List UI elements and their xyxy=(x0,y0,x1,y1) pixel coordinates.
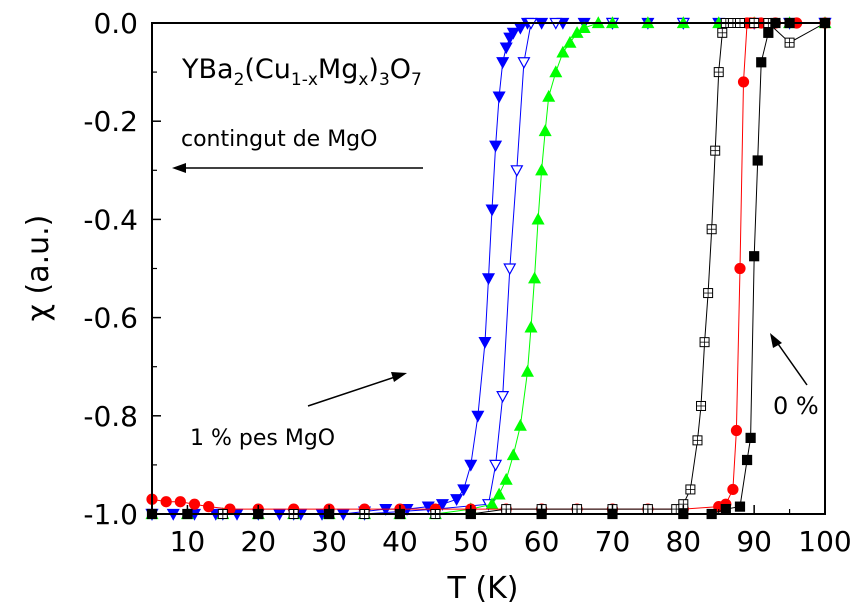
data-point xyxy=(489,459,503,472)
data-point xyxy=(699,337,710,348)
data-point xyxy=(471,410,485,423)
data-point xyxy=(496,57,510,70)
data-point xyxy=(784,37,795,48)
formula-annotation: YBa2(Cu1-xMgx)3O7 xyxy=(181,54,422,90)
x-tick-label: 30 xyxy=(311,525,347,558)
data-point xyxy=(696,400,707,411)
x-tick-label: 40 xyxy=(382,525,418,558)
y-tick-label: -0.6 xyxy=(83,302,138,335)
ticks-layer: 10 20 30 40 50 60 70 80 90 100 0.0 -0.2 -0.4 -0.6 -0.8… xyxy=(83,7,851,558)
x-tick-label: 90 xyxy=(736,525,772,558)
x-tick-label: 70 xyxy=(595,525,631,558)
data-point xyxy=(188,498,201,510)
data-point xyxy=(496,391,510,403)
x-tick-label: 50 xyxy=(453,525,489,558)
data-point xyxy=(499,472,513,485)
zero-annotation: 0 % xyxy=(773,392,819,420)
data-point xyxy=(763,27,774,38)
data-point xyxy=(499,42,513,55)
data-point xyxy=(737,76,750,88)
data-point xyxy=(531,212,545,225)
y-tick-label: -0.8 xyxy=(83,400,138,433)
data-point xyxy=(538,124,552,137)
data-point xyxy=(517,57,531,70)
x-tick-label: 10 xyxy=(170,525,206,558)
y-tick-label: -0.4 xyxy=(83,203,138,236)
data-point xyxy=(720,503,731,515)
data-point xyxy=(542,89,556,102)
data-point xyxy=(457,484,471,497)
data-point xyxy=(506,27,520,40)
data-point xyxy=(730,424,743,437)
x-tick-label: 20 xyxy=(240,525,276,558)
formula-part: Mg xyxy=(318,54,358,85)
y-tick-label: -0.2 xyxy=(83,105,138,138)
formula-part: (Cu xyxy=(244,54,291,85)
data-point xyxy=(577,21,591,34)
formula-subscript: x xyxy=(358,70,368,90)
formula-part: O xyxy=(390,54,411,85)
content-annotation: contingut de MgO xyxy=(181,127,377,152)
data-point xyxy=(506,448,520,461)
data-point xyxy=(524,320,538,333)
data-point xyxy=(749,251,760,262)
data-point xyxy=(717,27,728,38)
data-point xyxy=(734,501,746,512)
data-point xyxy=(450,494,464,507)
data-point xyxy=(556,45,570,58)
left-arrow xyxy=(172,163,423,173)
data-point xyxy=(727,483,739,496)
weight-annotation: 1 % pes MgO xyxy=(190,426,335,451)
formula-subscript: 3 xyxy=(379,70,390,90)
up-right-arrow xyxy=(307,372,407,407)
x-tick-label: 60 xyxy=(524,525,560,558)
data-point xyxy=(741,454,753,466)
x-axis-title: T (K) xyxy=(447,571,519,606)
data-point xyxy=(478,337,492,349)
data-point xyxy=(513,418,527,431)
formula-subscript: 2 xyxy=(234,70,245,90)
data-point xyxy=(503,263,517,276)
up-left-arrow xyxy=(770,333,808,386)
data-point xyxy=(464,459,478,472)
data-point xyxy=(706,224,717,235)
data-point xyxy=(685,484,696,495)
data-point xyxy=(203,501,215,513)
data-point xyxy=(752,155,763,166)
y-axis-title: χ (a.u.) xyxy=(21,215,56,322)
x-tick-label: 80 xyxy=(665,525,701,558)
formula-subscript: 1-x xyxy=(291,70,318,90)
y-tick-label: -1.0 xyxy=(83,498,138,531)
data-point xyxy=(485,204,499,217)
data-point xyxy=(563,35,577,48)
data-point xyxy=(160,496,172,508)
data-point xyxy=(481,273,496,286)
data-point xyxy=(710,145,721,156)
data-point xyxy=(492,91,506,104)
formula-subscript: 7 xyxy=(411,70,422,90)
data-point xyxy=(489,140,503,153)
data-point xyxy=(745,432,756,443)
data-point xyxy=(692,435,703,446)
x-tick-label: 100 xyxy=(798,525,851,558)
data-point xyxy=(174,496,186,508)
data-point xyxy=(535,163,549,176)
formula-part: YBa xyxy=(181,54,234,85)
data-point xyxy=(520,364,534,377)
data-point xyxy=(713,67,724,78)
y-tick-label: 0.0 xyxy=(93,7,138,40)
data-point xyxy=(756,57,767,68)
formula-part: ) xyxy=(368,54,379,85)
data-point xyxy=(528,271,542,284)
data-point xyxy=(703,288,714,299)
data-point xyxy=(510,165,524,178)
data-point xyxy=(492,487,506,500)
data-point xyxy=(734,262,746,275)
data-point xyxy=(549,65,563,78)
